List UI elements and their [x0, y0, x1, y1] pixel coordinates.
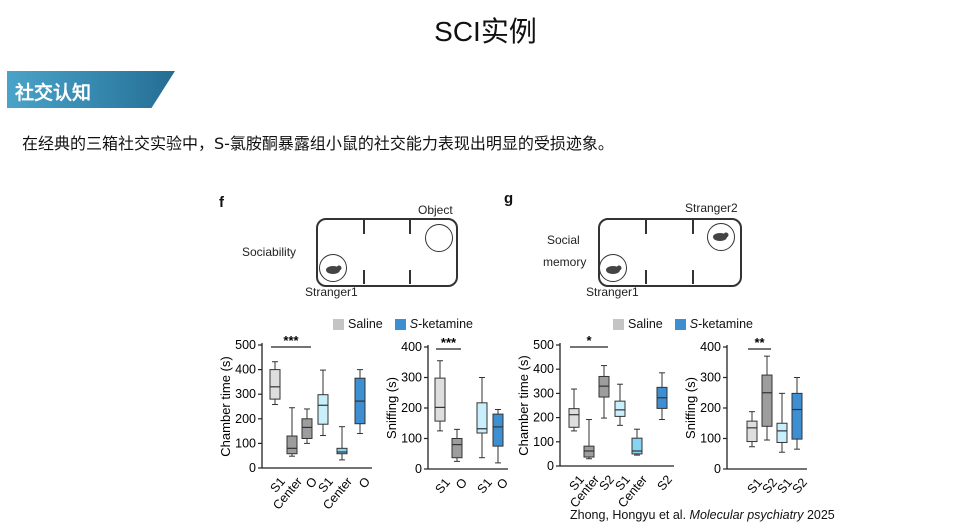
intro-text: 在经典的三箱社交实验中，S-氯胺酮暴露组小鼠的社交能力表现出明显的受损迹象。 [22, 134, 614, 153]
y-axis-label: Chamber time (s) [218, 356, 233, 456]
box-o [301, 418, 313, 439]
ketamine-swatch [394, 318, 406, 330]
box-s1 [317, 394, 329, 425]
significance-label: * [586, 333, 592, 348]
panel-f-label: f [219, 194, 224, 211]
box-s1 [614, 400, 626, 417]
box-s1 [476, 402, 488, 434]
chamber-divider [363, 270, 365, 284]
box-s2 [791, 392, 803, 440]
y-tick-label: 300 [700, 371, 721, 385]
ketamine-swatch [674, 318, 686, 330]
chamber-divider [409, 220, 411, 234]
y-axis-label: Sniffing (s) [683, 377, 698, 439]
box-s1 [269, 369, 281, 400]
saline-swatch [333, 318, 344, 330]
y-tick-label: 400 [401, 340, 422, 354]
three-chamber-arena-f [316, 218, 458, 287]
box-s1 [776, 422, 788, 443]
box-center [336, 447, 348, 455]
x-tick-label: O [494, 475, 511, 492]
y-tick-label: 400 [700, 340, 721, 354]
y-tick-label: 200 [533, 411, 554, 425]
significance-label: ** [754, 335, 765, 350]
legend-f: Saline S-ketamine [333, 317, 473, 331]
box-s1 [746, 420, 758, 443]
three-chamber-arena-g [598, 218, 742, 287]
y-tick-label: 300 [533, 386, 554, 400]
chamber-divider [692, 270, 694, 284]
page-title: SCI实例 [434, 16, 537, 47]
legend-ketamine: S-ketamine [689, 317, 753, 331]
chamber-divider [645, 220, 647, 234]
y-tick-label: 300 [235, 387, 256, 401]
y-axis-label: Sniffing (s) [384, 377, 399, 439]
box-center [286, 435, 298, 455]
saline-swatch [613, 318, 624, 330]
section-banner: 社交认知 [7, 71, 175, 108]
stranger2-label: Stranger2 [685, 201, 738, 215]
x-tick-label: S2 [654, 473, 675, 494]
y-tick-label: 400 [235, 363, 256, 377]
y-tick-label: 400 [533, 362, 554, 376]
box-o [492, 413, 504, 447]
social-label: Social [547, 233, 580, 247]
stranger1-label: Stranger1 [586, 285, 639, 299]
object-cage-icon [425, 224, 453, 252]
legend-g: Saline S-ketamine [613, 317, 753, 331]
mouse-cage-icon [707, 223, 735, 251]
y-tick-label: 0 [714, 462, 721, 476]
object-label: Object [418, 203, 453, 217]
chamber-divider [363, 220, 365, 234]
x-tick-label: S1 [432, 476, 453, 497]
citation: Zhong, Hongyu et al. Molecular psychiatr… [570, 508, 835, 522]
box-s2 [598, 375, 610, 398]
y-tick-label: 0 [547, 459, 554, 473]
significance-label: *** [441, 335, 457, 350]
mouse-cage-icon [599, 254, 627, 282]
x-tick-label: S2 [789, 476, 810, 497]
memory-label: memory [543, 255, 587, 269]
y-tick-label: 100 [235, 436, 256, 450]
chamber-divider [692, 220, 694, 234]
y-tick-label: 0 [249, 461, 256, 475]
box-s1 [568, 408, 580, 428]
y-axis-label: Chamber time (s) [516, 355, 531, 455]
y-tick-label: 0 [415, 462, 422, 476]
y-tick-label: 300 [401, 371, 422, 385]
sociability-label: Sociability [242, 245, 297, 259]
legend-saline: Saline [628, 317, 663, 331]
y-tick-label: 200 [700, 401, 721, 415]
y-tick-label: 200 [401, 401, 422, 415]
box-o [451, 438, 463, 459]
box-s2 [761, 374, 773, 427]
mouse-cage-icon [319, 254, 347, 282]
y-tick-label: 500 [533, 338, 554, 352]
section-banner-label: 社交认知 [15, 82, 92, 104]
significance-label: *** [283, 333, 299, 348]
panel-g-label: g [504, 190, 514, 207]
y-tick-label: 100 [700, 432, 721, 446]
legend-saline: Saline [348, 317, 383, 331]
x-tick-label: O [453, 475, 470, 492]
stranger1-label: Stranger1 [305, 285, 358, 299]
chamber-divider [409, 270, 411, 284]
box-center [583, 445, 595, 458]
y-tick-label: 100 [401, 432, 422, 446]
box-s1 [434, 377, 446, 422]
x-tick-label: O [356, 474, 373, 491]
chamber-divider [645, 270, 647, 284]
x-tick-label: S1 [474, 476, 495, 497]
y-tick-label: 200 [235, 412, 256, 426]
y-tick-label: 500 [235, 338, 256, 352]
y-tick-label: 100 [533, 435, 554, 449]
legend-ketamine: S-ketamine [409, 317, 473, 331]
box-center [631, 437, 643, 455]
